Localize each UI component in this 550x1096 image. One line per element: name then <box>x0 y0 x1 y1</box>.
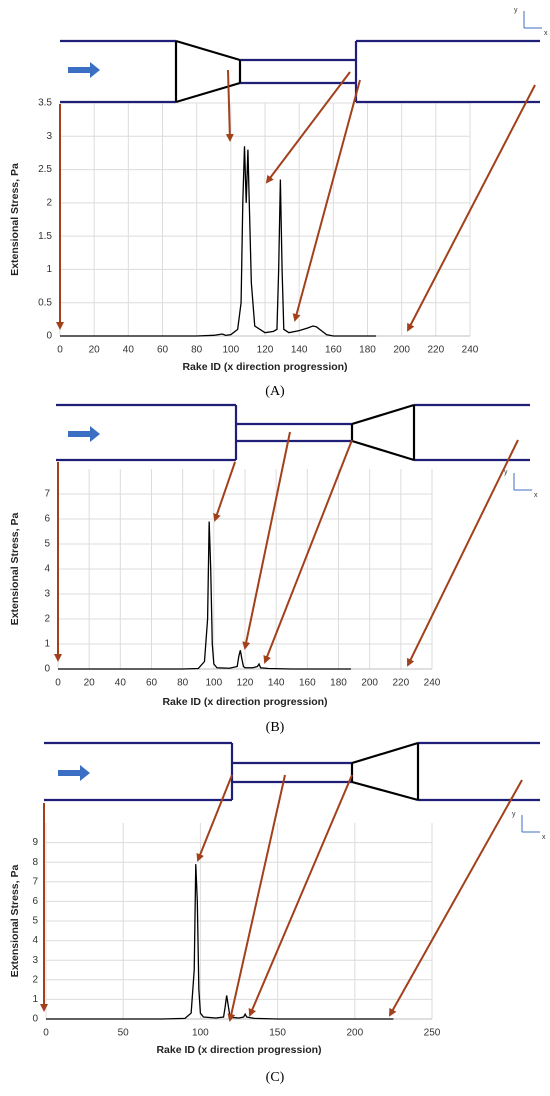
arrow <box>227 774 286 1022</box>
icon-label: x <box>544 30 548 37</box>
data-line <box>60 146 377 337</box>
flow-arrow <box>68 62 100 78</box>
x-tick-label: 120 <box>257 345 274 356</box>
arrow <box>263 439 353 664</box>
x-tick-label: 240 <box>424 678 441 689</box>
y-tick-label: 2.5 <box>38 164 52 175</box>
y-tick-label: 3 <box>32 955 38 966</box>
y-tick-label: 4 <box>32 935 38 946</box>
x-tick-label: 100 <box>205 678 222 689</box>
x-tick-label: 160 <box>325 345 342 356</box>
x-axis-label: Rake ID (x direction progression) <box>162 696 327 708</box>
cone-wall <box>351 741 419 765</box>
x-tick-label: 140 <box>268 678 285 689</box>
y-tick-label: 2 <box>44 614 50 625</box>
y-tick-label: 3.5 <box>38 98 52 109</box>
cone-wall <box>351 780 419 802</box>
arrow <box>407 84 536 332</box>
y-tick-label: 5 <box>32 916 38 927</box>
data-line <box>58 521 351 670</box>
y-axis-label: Extensional Stress, Pa <box>9 865 21 978</box>
cone-wall <box>351 403 415 426</box>
icon-label: x <box>534 492 538 499</box>
x-tick-label: 200 <box>361 678 378 689</box>
caption: (B) <box>266 720 285 735</box>
flow-arrow <box>58 765 90 781</box>
x-tick-label: 150 <box>269 1028 286 1039</box>
y-tick-label: 2 <box>32 974 38 985</box>
data-line <box>46 864 394 1020</box>
arrow <box>213 461 236 522</box>
flow-arrow <box>68 426 100 442</box>
x-tick-label: 100 <box>192 1028 209 1039</box>
y-tick-label: 2 <box>46 197 52 208</box>
x-tick-label: 180 <box>330 678 347 689</box>
x-tick-label: 120 <box>237 678 254 689</box>
y-tick-label: 3 <box>46 131 52 142</box>
x-tick-label: 50 <box>118 1028 130 1039</box>
x-tick-label: 0 <box>57 345 63 356</box>
x-tick-label: 20 <box>89 345 101 356</box>
x-tick-label: 80 <box>177 678 189 689</box>
y-tick-label: 4 <box>44 564 50 575</box>
y-tick-label: 0 <box>46 331 52 342</box>
x-tick-label: 20 <box>84 678 96 689</box>
x-tick-label: 100 <box>222 345 239 356</box>
y-tick-label: 6 <box>44 514 50 525</box>
x-tick-label: 0 <box>55 678 61 689</box>
x-tick-label: 180 <box>359 345 376 356</box>
arrow <box>265 71 351 184</box>
arrow <box>407 439 519 667</box>
icon-label: y <box>512 811 516 818</box>
x-tick-label: 60 <box>157 345 169 356</box>
x-tick-label: 0 <box>43 1028 49 1039</box>
x-tick-label: 40 <box>115 678 127 689</box>
arrow <box>242 431 291 650</box>
x-tick-label: 200 <box>393 345 410 356</box>
icon-label: x <box>542 834 546 841</box>
x-tick-label: 250 <box>424 1028 441 1039</box>
cone-wall <box>175 39 241 62</box>
x-tick-label: 220 <box>427 345 444 356</box>
y-tick-label: 1 <box>32 994 38 1005</box>
arrow <box>225 69 234 142</box>
x-tick-label: 240 <box>462 345 479 356</box>
icon-label: y <box>504 469 508 476</box>
x-axis-label: Rake ID (x direction progression) <box>182 361 347 373</box>
x-axis-label: Rake ID (x direction progression) <box>156 1044 321 1056</box>
y-tick-label: 6 <box>32 896 38 907</box>
y-axis-label: Extensional Stress, Pa <box>9 163 21 276</box>
y-tick-label: 0 <box>44 664 50 675</box>
y-tick-label: 0 <box>32 1014 38 1025</box>
x-tick-label: 40 <box>123 345 135 356</box>
y-tick-label: 1 <box>44 639 50 650</box>
y-tick-label: 7 <box>32 876 38 887</box>
x-tick-label: 140 <box>291 345 308 356</box>
arrow <box>292 79 361 322</box>
y-tick-label: 5 <box>44 539 50 550</box>
x-tick-label: 200 <box>346 1028 363 1039</box>
x-tick-label: 220 <box>392 678 409 689</box>
cone-wall <box>351 439 415 462</box>
x-tick-label: 160 <box>299 678 316 689</box>
y-tick-label: 3 <box>44 589 50 600</box>
arrow <box>248 774 353 1017</box>
icon-label: y <box>514 7 518 14</box>
arrow <box>389 779 523 1017</box>
y-tick-label: 1.5 <box>38 231 52 242</box>
arrow <box>196 774 233 862</box>
cone-wall <box>175 81 241 104</box>
y-tick-label: 8 <box>32 857 38 868</box>
y-axis-label: Extensional Stress, Pa <box>9 513 21 626</box>
x-tick-label: 80 <box>191 345 203 356</box>
y-tick-label: 9 <box>32 837 38 848</box>
caption: (C) <box>266 1070 285 1085</box>
y-tick-label: 0.5 <box>38 297 52 308</box>
y-tick-label: 7 <box>44 489 50 500</box>
y-tick-label: 1 <box>46 264 52 275</box>
caption: (A) <box>265 384 285 399</box>
x-tick-label: 60 <box>146 678 158 689</box>
